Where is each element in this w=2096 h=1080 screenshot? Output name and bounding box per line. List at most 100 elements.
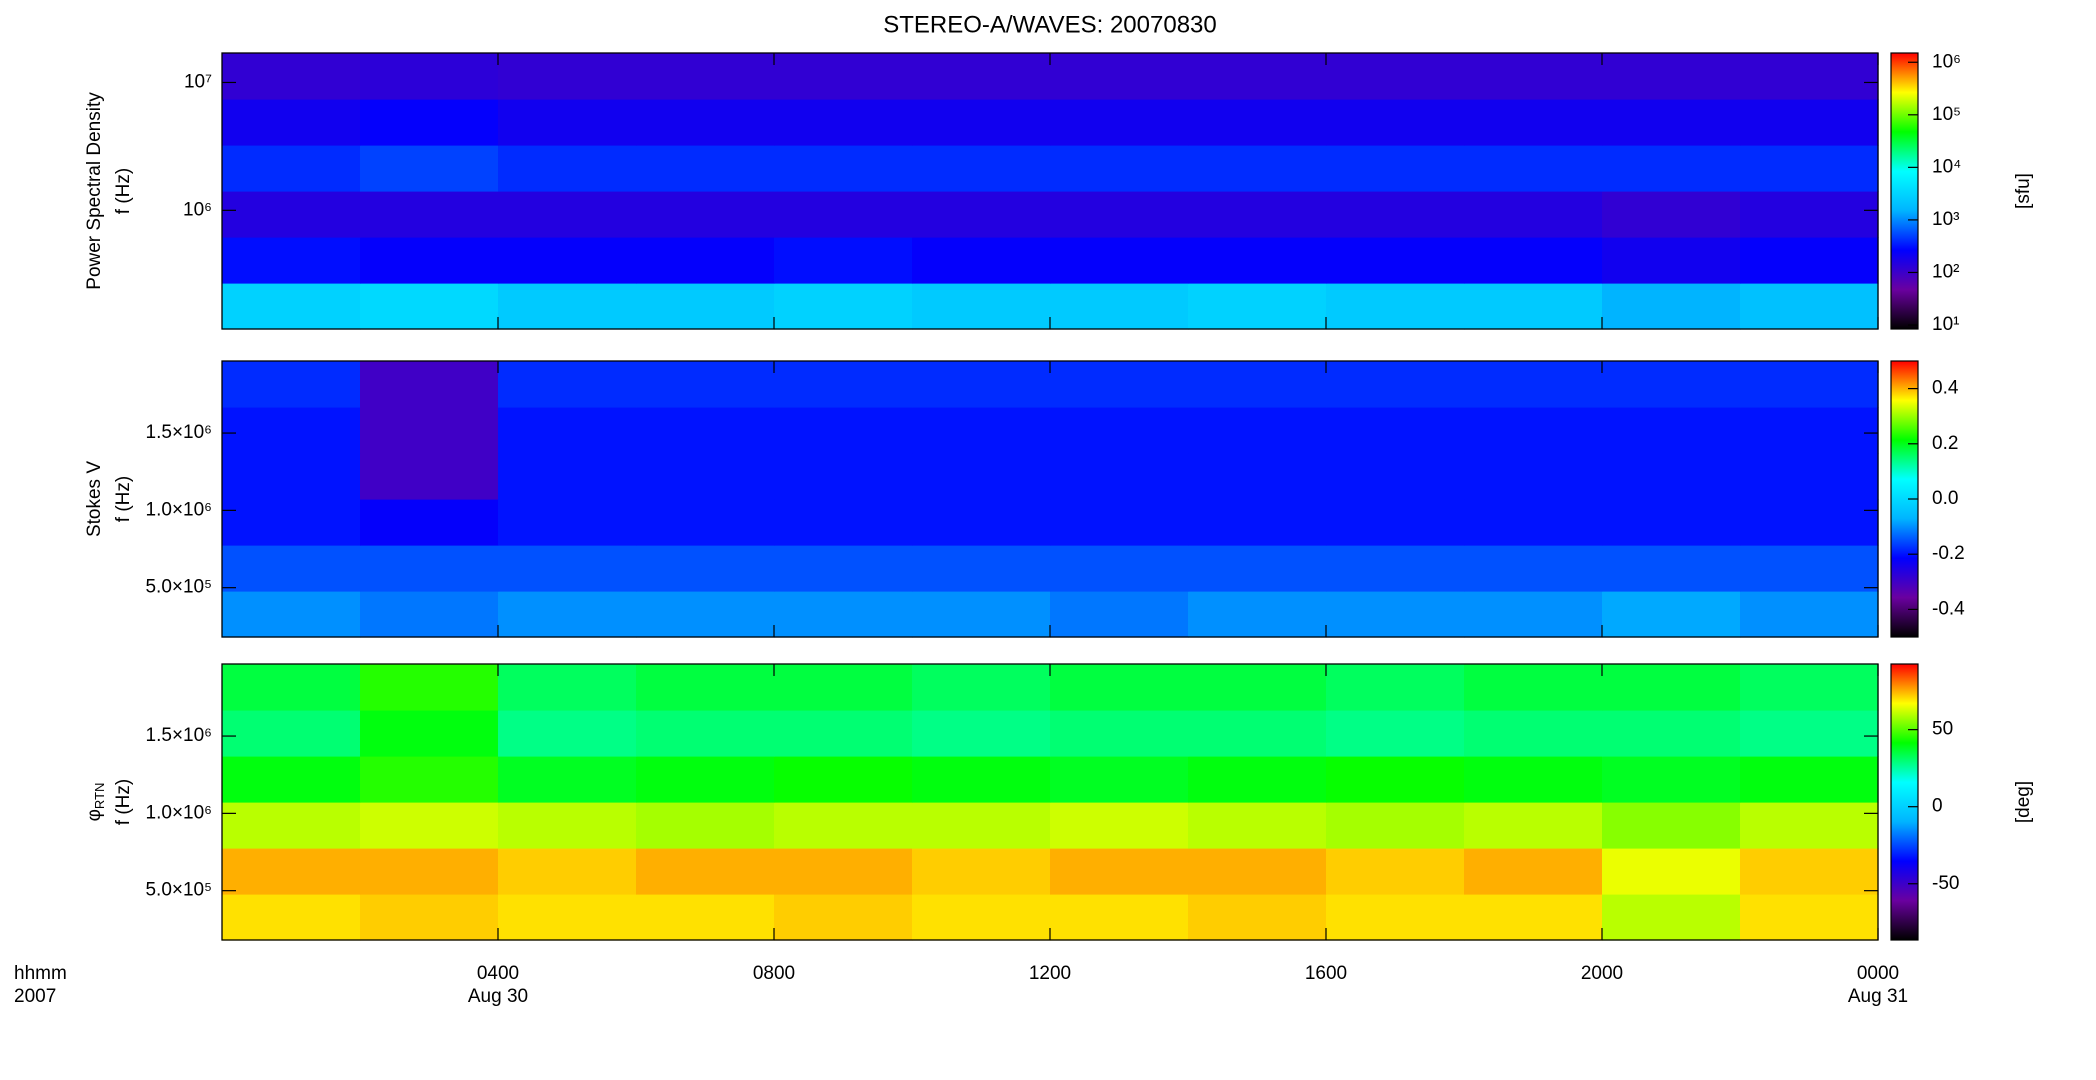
colorbar-tick-label: 0.2 [1932, 433, 1958, 454]
heatmap-cell [912, 53, 1051, 100]
heatmap-cell [1326, 591, 1465, 638]
heatmap-cell [1602, 545, 1741, 592]
heatmap-cell [498, 756, 637, 803]
heatmap-cell [222, 453, 361, 500]
heatmap-cell [774, 453, 913, 500]
heatmap-cell [222, 99, 361, 146]
heatmap-cell [636, 802, 775, 849]
heatmap-cell [1464, 361, 1603, 408]
heatmap-cell [498, 710, 637, 757]
heatmap-cell [1050, 283, 1189, 330]
y-tick-label: 10⁷ [184, 71, 212, 92]
x-tick-label: 2000 [1581, 963, 1623, 984]
heatmap-cell [222, 237, 361, 284]
heatmap-cell [1464, 499, 1603, 546]
heatmap-cell [1740, 802, 1879, 849]
heatmap-cell [774, 145, 913, 192]
heatmap-cell [1050, 99, 1189, 146]
colorbar-label: [sfu] [2013, 173, 2034, 209]
heatmap-cell [774, 53, 913, 100]
heatmap-cell [1602, 99, 1741, 146]
heatmap-cell [360, 191, 499, 238]
heatmap-cell [498, 453, 637, 500]
heatmap-cell [912, 453, 1051, 500]
heatmap-cell [1602, 848, 1741, 895]
y-axis-label-text: f (Hz) [113, 779, 134, 825]
heatmap-cell [912, 894, 1051, 941]
y-axis-label-text: φ [84, 809, 105, 821]
heatmap-cell [1188, 283, 1327, 330]
heatmap-cell [1326, 99, 1465, 146]
heatmap-cell [1050, 453, 1189, 500]
colorbar-tick-label: 10² [1932, 261, 1959, 282]
heatmap-cell [1188, 894, 1327, 941]
heatmap-cell [1326, 848, 1465, 895]
heatmap-cell [636, 664, 775, 711]
heatmap-cell [1464, 545, 1603, 592]
heatmap-cell [1326, 756, 1465, 803]
heatmap-cell [1740, 53, 1879, 100]
colorbar-tick-label: -50 [1932, 873, 1959, 894]
heatmap-cell [774, 710, 913, 757]
heatmap-cell [498, 545, 637, 592]
heatmap-cell [1602, 283, 1741, 330]
heatmap-cell [498, 361, 637, 408]
heatmap-cell [636, 545, 775, 592]
y-tick-label: 1.5×10⁶ [146, 422, 212, 443]
y-tick-label: 5.0×10⁵ [145, 577, 212, 598]
heatmap-cell [912, 145, 1051, 192]
y-axis-label-text: Power Spectral Density [84, 92, 105, 290]
heatmap-cell [1740, 499, 1879, 546]
heatmap-cell [912, 545, 1051, 592]
heatmap-cell [360, 756, 499, 803]
heatmap-cell [912, 664, 1051, 711]
heatmap-cell [1050, 894, 1189, 941]
heatmap-cell [1602, 710, 1741, 757]
heatmap-cell [1188, 407, 1327, 454]
heatmap-cell [1188, 499, 1327, 546]
heatmap-cell [498, 145, 637, 192]
heatmap-cell [1740, 545, 1879, 592]
chart-title: STEREO-A/WAVES: 20070830 [883, 11, 1216, 38]
heatmap-cell [1050, 545, 1189, 592]
heatmap-cell [774, 407, 913, 454]
y-tick-label: 1.5×10⁶ [146, 725, 212, 746]
heatmap-cell [498, 283, 637, 330]
x-tick-label: 0800 [753, 963, 795, 984]
heatmap-cell [498, 407, 637, 454]
heatmap-cell [774, 361, 913, 408]
heatmap-cell [636, 99, 775, 146]
y-axis-label: f (Hz) [113, 779, 134, 825]
heatmap-cell [774, 848, 913, 895]
heatmap-cell [1188, 53, 1327, 100]
heatmap-cell [1188, 848, 1327, 895]
heatmap-cell [912, 802, 1051, 849]
heatmap-cell [1050, 237, 1189, 284]
heatmap-cell [1050, 591, 1189, 638]
heatmap-cell [498, 191, 637, 238]
heatmap-cell [1050, 191, 1189, 238]
heatmap-cell [1602, 591, 1741, 638]
heatmap-cell [360, 283, 499, 330]
heatmap-cell [1188, 237, 1327, 284]
heatmap-cell [1464, 191, 1603, 238]
heatmap-cell [1326, 237, 1465, 284]
heatmap-cell [1464, 710, 1603, 757]
heatmap-cell [636, 591, 775, 638]
heatmap-cell [912, 848, 1051, 895]
heatmap-cell [774, 191, 913, 238]
heatmap-cell [1326, 191, 1465, 238]
heatmap-cell [222, 664, 361, 711]
x-date-label: Aug 30 [468, 986, 528, 1007]
heatmap-cell [912, 283, 1051, 330]
heatmap-cell [1464, 99, 1603, 146]
heatmap-cell [222, 848, 361, 895]
heatmap-cell [1326, 894, 1465, 941]
heatmap-cell [498, 664, 637, 711]
heatmap-cell [360, 407, 499, 454]
heatmap-cell [1464, 283, 1603, 330]
y-axis-label: Power Spectral Density [84, 92, 105, 290]
heatmap-cell [1464, 145, 1603, 192]
heatmap-cell [774, 664, 913, 711]
heatmap-cell [1188, 191, 1327, 238]
